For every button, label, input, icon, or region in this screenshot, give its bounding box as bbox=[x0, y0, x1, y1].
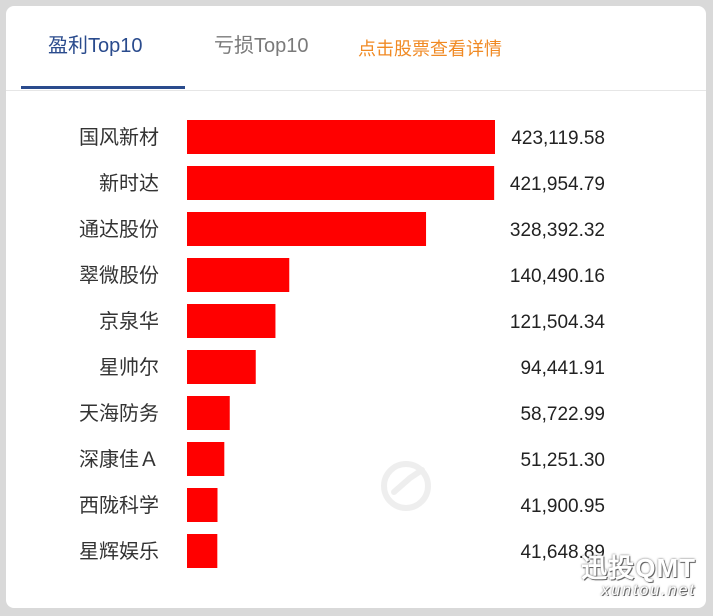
category-label[interactable]: 新时达 bbox=[99, 171, 159, 195]
category-label[interactable]: 国风新材 bbox=[79, 125, 159, 149]
watermark-logo bbox=[376, 456, 646, 516]
value-label: 421,954.79 bbox=[510, 174, 605, 195]
watermark-icon bbox=[381, 461, 431, 511]
profit-bar[interactable] bbox=[187, 350, 256, 384]
brand-name: 迅投QMT bbox=[581, 553, 696, 583]
value-label: 51,251.30 bbox=[520, 450, 605, 471]
active-tab-underline bbox=[21, 86, 185, 89]
xuntou-branding: 迅投QMT xuntou.net bbox=[536, 554, 696, 600]
chart-svg: 国风新材 423,119.58 新时达 421,954.79 通达股份 328,392.3… bbox=[79, 120, 606, 568]
brand-url: xuntou.net bbox=[601, 582, 696, 599]
tab-bar: 盈利Top10 亏损Top10 点击股票查看详情 bbox=[6, 6, 706, 91]
profit-bar[interactable] bbox=[187, 212, 427, 246]
profit-bar[interactable] bbox=[187, 488, 218, 522]
category-label[interactable]: 京泉华 bbox=[99, 309, 159, 333]
value-label: 140,490.16 bbox=[510, 266, 605, 287]
value-label: 94,441.91 bbox=[520, 358, 605, 379]
value-label: 328,392.32 bbox=[510, 220, 605, 241]
category-label[interactable]: 翠微股份 bbox=[79, 263, 159, 287]
profit-bar[interactable] bbox=[187, 396, 230, 430]
profit-bar[interactable] bbox=[187, 120, 495, 154]
profit-bar[interactable] bbox=[187, 442, 225, 476]
category-label[interactable]: 星辉娱乐 bbox=[79, 539, 159, 563]
category-label[interactable]: 天海防务 bbox=[79, 401, 159, 425]
category-label[interactable]: 星帅尔 bbox=[99, 355, 159, 379]
profit-bar[interactable] bbox=[187, 258, 290, 292]
category-label[interactable]: 深康佳Ａ bbox=[79, 447, 159, 471]
profit-bar[interactable] bbox=[187, 534, 218, 568]
click-stock-hint: 点击股票查看详情 bbox=[358, 39, 502, 59]
tab-profit-top10[interactable]: 盈利Top10 bbox=[48, 35, 143, 57]
category-label[interactable]: 西陇科学 bbox=[79, 493, 159, 517]
profit-bar[interactable] bbox=[187, 304, 276, 338]
value-label: 41,900.95 bbox=[520, 496, 605, 517]
profit-bar-chart: 国风新材 423,119.58 新时达 421,954.79 通达股份 328,392.3… bbox=[6, 98, 706, 568]
profit-bar[interactable] bbox=[187, 166, 495, 200]
stock-ranking-card: 盈利Top10 亏损Top10 点击股票查看详情 国风新材 423,119.58 新… bbox=[6, 6, 706, 608]
tab-loss-top10[interactable]: 亏损Top10 bbox=[214, 35, 309, 57]
category-label[interactable]: 通达股份 bbox=[79, 217, 159, 241]
value-label: 41,648.89 bbox=[520, 542, 605, 563]
value-label: 121,504.34 bbox=[510, 312, 606, 333]
value-label: 423,119.58 bbox=[511, 128, 605, 149]
value-label: 58,722.99 bbox=[520, 404, 605, 425]
